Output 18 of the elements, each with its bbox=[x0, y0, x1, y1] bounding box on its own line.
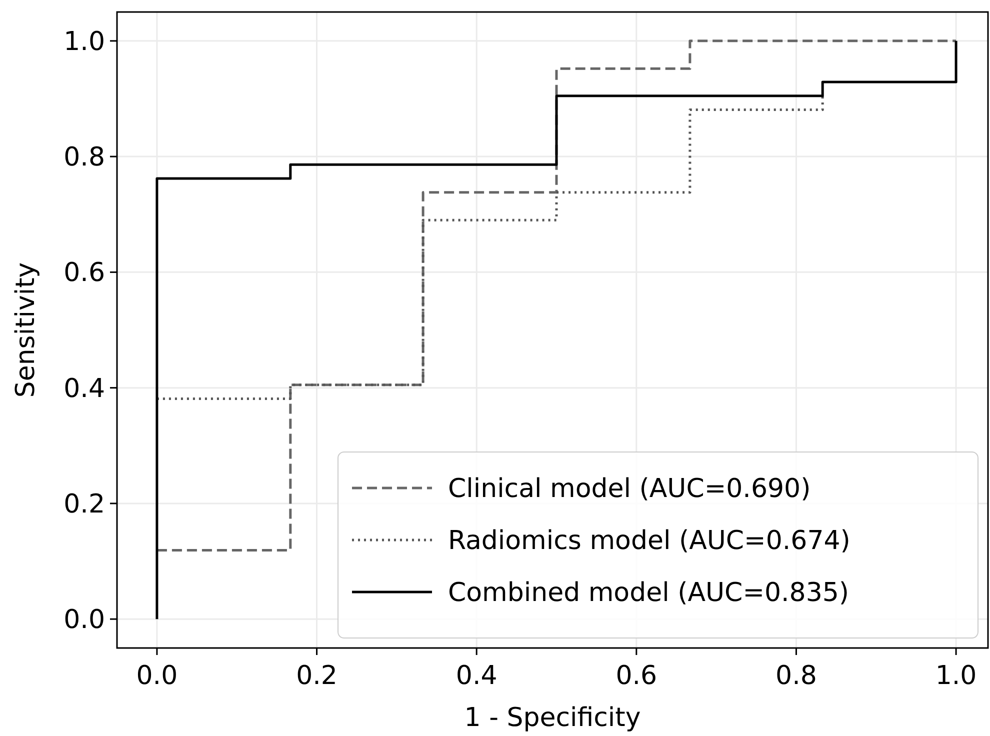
y-axis-title: Sensitivity bbox=[11, 262, 41, 398]
y-tick-label: 0.2 bbox=[64, 489, 105, 520]
y-tick-label: 1.0 bbox=[64, 26, 105, 57]
y-tick-label: 0.4 bbox=[64, 374, 105, 404]
legend-label: Combined model (AUC=0.835) bbox=[448, 578, 850, 608]
x-tick-label: 0.8 bbox=[776, 661, 817, 691]
x-axis-title: 1 - Specificity bbox=[464, 703, 641, 733]
y-tick-label: 0.8 bbox=[64, 142, 105, 173]
legend-label: Clinical model (AUC=0.690) bbox=[448, 474, 811, 504]
x-tick-label: 0.6 bbox=[616, 661, 658, 691]
line-series bbox=[156, 94, 824, 400]
y-tick-label: 0.6 bbox=[64, 258, 105, 288]
x-tick-label: 1.0 bbox=[935, 661, 977, 691]
x-tick-label: 0.4 bbox=[456, 661, 498, 691]
x-tick-label: 0.0 bbox=[136, 661, 178, 691]
legend-label: Radiomics model (AUC=0.674) bbox=[448, 526, 850, 556]
y-tick-label: 0.0 bbox=[64, 605, 105, 636]
x-tick-label: 0.2 bbox=[296, 661, 338, 691]
